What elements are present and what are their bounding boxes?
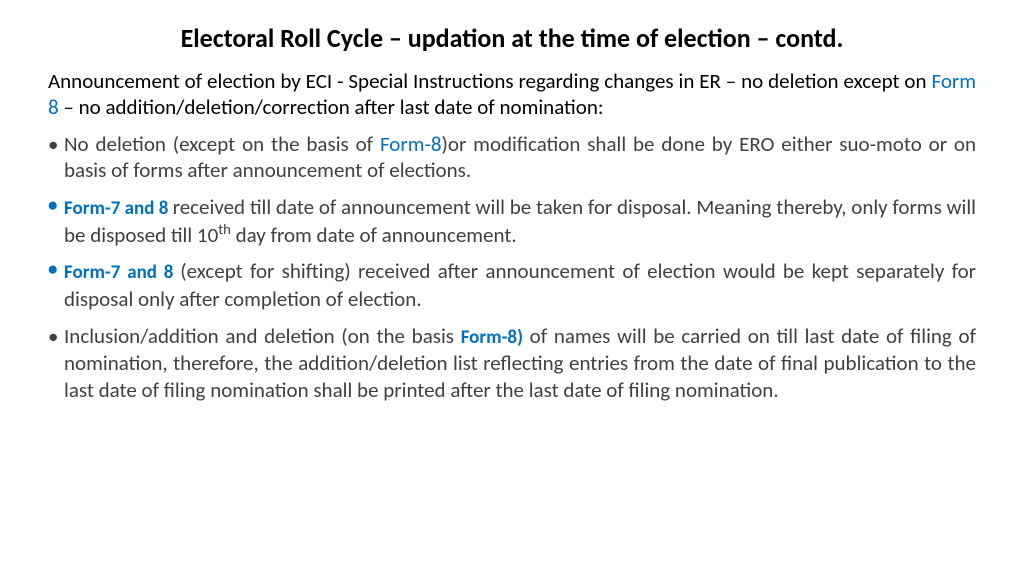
superscript-th: th	[218, 220, 231, 238]
form-8-ref: Form-8	[380, 131, 442, 157]
bullet-marker: •	[48, 258, 57, 282]
slide-title: Electoral Roll Cycle – updation at the t…	[48, 22, 976, 54]
bullet-list: • No deletion (except on the basis of Fo…	[48, 131, 976, 404]
form-7-8-ref: Form-7 and 8	[64, 261, 180, 284]
form-7-8-ref: Form-7 and 8	[64, 197, 173, 220]
bullet-marker: •	[48, 323, 58, 350]
bullet-2-text-b: day from date of announcement.	[231, 222, 517, 248]
intro-paragraph: Announcement of election by ECI - Specia…	[48, 68, 976, 121]
bullet-3-text: (except for shifting) received after ann…	[64, 258, 976, 311]
bullet-item-1: • No deletion (except on the basis of Fo…	[48, 131, 976, 185]
bullet-item-3: • Form-7 and 8 (except for shifting) rec…	[48, 258, 976, 312]
bullet-4-text-a: Inclusion/addition and deletion (on the …	[64, 323, 461, 349]
intro-text-a: Announcement of election by ECI - Specia…	[48, 68, 931, 94]
bullet-1-text-a: No deletion (except on the basis of	[64, 131, 380, 157]
bullet-marker: •	[48, 131, 58, 158]
bullet-item-4: • Inclusion/addition and deletion (on th…	[48, 323, 976, 404]
bullet-2-text-a: received till date of announcement will …	[64, 194, 976, 247]
bullet-marker: •	[48, 194, 57, 218]
intro-text-b: – no addition/deletion/correction after …	[59, 94, 604, 120]
bullet-item-2: • Form-7 and 8 received till date of ann…	[48, 194, 976, 248]
form-8-ref: Form-8	[461, 326, 517, 349]
